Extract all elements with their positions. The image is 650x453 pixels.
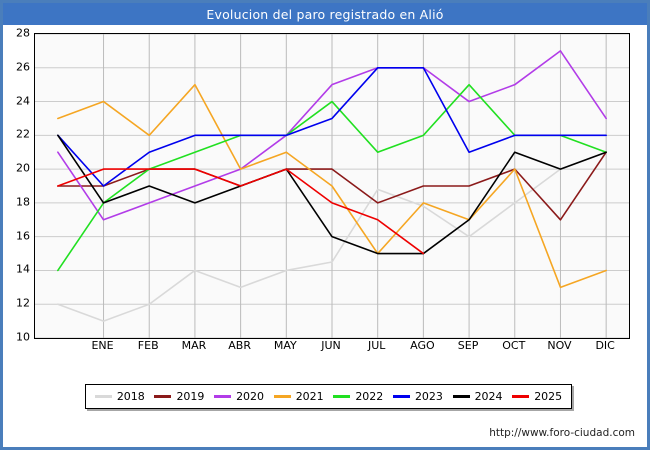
source-url: http://www.foro-ciudad.com: [489, 427, 635, 439]
legend-swatch-icon: [392, 395, 410, 398]
legend-item-2020[interactable]: 2020: [214, 390, 264, 403]
x-tick-label: OCT: [502, 339, 526, 352]
y-tick-label: 18: [16, 195, 30, 209]
series-line-2020: [57, 50, 607, 221]
x-tick-label: DIC: [595, 339, 615, 352]
x-tick-label: SEP: [457, 339, 479, 352]
y-tick-label: 10: [16, 330, 30, 344]
series-line-2025: [57, 168, 425, 255]
y-tick-label: 16: [16, 229, 30, 243]
window-title-bar: Evolucion del paro registrado en Alió: [3, 3, 647, 25]
plot-area: [34, 33, 630, 339]
x-tick-label: ENE: [91, 339, 114, 352]
legend-item-2025[interactable]: 2025: [512, 390, 562, 403]
y-tick-label: 24: [16, 94, 30, 108]
legend-swatch-icon: [333, 395, 351, 398]
y-tick-label: 28: [16, 26, 30, 40]
y-tick-label: 20: [16, 161, 30, 175]
chart-canvas: [35, 34, 629, 338]
y-tick-label: 12: [16, 296, 30, 310]
legend-item-2018[interactable]: 2018: [94, 390, 145, 403]
y-tick-label: 14: [16, 262, 30, 276]
legend-item-2024[interactable]: 2024: [452, 390, 503, 403]
legend-item-2019[interactable]: 2019: [154, 390, 204, 403]
series-line-2021: [57, 83, 607, 289]
legend-swatch-icon: [512, 395, 530, 398]
legend-label: 2020: [236, 390, 265, 403]
y-tick-label: 22: [16, 127, 30, 141]
x-axis: ENE FEB MAR ABR MAY JUN JUL AGO SEP OCT NOV DIC: [34, 339, 630, 359]
x-tick-label: MAY: [273, 339, 297, 352]
y-axis: 28 26 24 22 20 18 16 14 12 10: [3, 3, 30, 453]
legend-label: 2023: [414, 390, 443, 403]
legend-item-2021[interactable]: 2021: [273, 390, 324, 403]
x-tick-label: JUL: [367, 339, 386, 352]
series-line-2023: [57, 66, 607, 187]
legend-label: 2021: [295, 390, 324, 403]
x-tick-label: MAR: [181, 339, 207, 352]
legend-label: 2018: [116, 390, 145, 403]
legend-label: 2024: [474, 390, 503, 403]
x-tick-label: AGO: [410, 339, 435, 352]
y-tick-label: 26: [16, 60, 30, 74]
legend-label: 2025: [534, 390, 563, 403]
series-line-2018: [57, 151, 607, 322]
legend-swatch-icon: [214, 395, 232, 398]
legend-item-2023[interactable]: 2023: [392, 390, 443, 403]
legend-label: 2022: [355, 390, 384, 403]
page-title: Evolucion del paro registrado en Alió: [206, 6, 444, 22]
legend-swatch-icon: [273, 395, 291, 398]
chart-legend: 2018 2019 2020 2021 2022 2023 2024 2025: [85, 384, 572, 409]
legend-item-2022[interactable]: 2022: [333, 390, 383, 403]
x-tick-label: ABR: [228, 339, 251, 352]
legend-swatch-icon: [94, 395, 112, 398]
x-tick-label: FEB: [137, 339, 159, 352]
x-tick-label: NOV: [547, 339, 572, 352]
series-line-2024: [57, 134, 607, 255]
legend-swatch-icon: [154, 395, 172, 398]
legend-label: 2019: [176, 390, 205, 403]
legend-swatch-icon: [452, 395, 470, 398]
x-tick-label: JUN: [321, 339, 341, 352]
